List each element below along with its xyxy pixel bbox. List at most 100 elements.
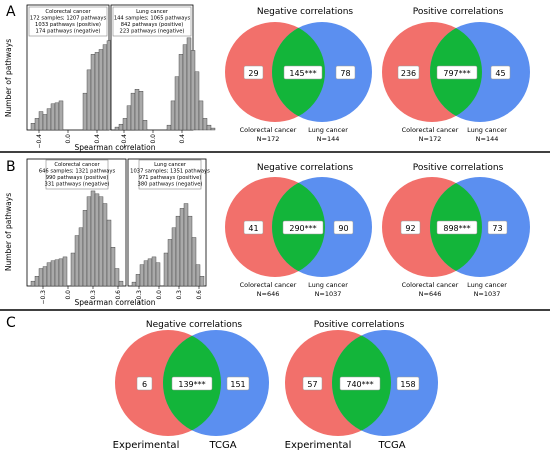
venn-overlap xyxy=(163,330,221,436)
histogram-bar xyxy=(151,256,157,287)
venn-left-value: 92 xyxy=(405,224,415,233)
venn-right-label: TCGA xyxy=(208,440,236,451)
histogram-bar xyxy=(98,196,104,287)
histogram-bar xyxy=(118,123,124,131)
venn-left-label: Colorectal cancer xyxy=(240,281,297,289)
tick-label: 0.0 xyxy=(65,134,72,144)
venn-c-positive: Positive correlations 57 740*** 158 Expe… xyxy=(285,320,438,451)
histogram-bar xyxy=(86,69,92,131)
info-box xyxy=(28,6,108,37)
histogram-colorectal-b: Colorectal cancer 646 samples; 1321 path… xyxy=(26,158,127,305)
histogram-bar xyxy=(78,227,84,287)
venn-b-negative: Negative correlations 41 290*** 90 Color… xyxy=(225,163,372,298)
histogram-bar xyxy=(155,262,161,287)
histogram-bar xyxy=(191,237,197,287)
histogram-bar xyxy=(139,264,145,287)
histogram-bar xyxy=(102,44,108,131)
venn-title: Negative correlations xyxy=(146,320,243,330)
histogram-bar xyxy=(178,54,184,131)
histogram-bar xyxy=(182,44,188,131)
venn-right-value: 151 xyxy=(230,380,245,389)
venn-right-value: 158 xyxy=(400,380,415,389)
info-line: 990 pathways (positive) xyxy=(46,175,109,181)
histogram-bar xyxy=(30,123,36,131)
tick-label: 0.0 xyxy=(150,134,157,144)
info-line: 331 pathways (negative) xyxy=(45,182,110,188)
venn-center-value: 797*** xyxy=(443,69,470,78)
venn-right-n: N=144 xyxy=(317,135,340,143)
histogram-bar xyxy=(82,210,88,287)
venn-right-n: N=144 xyxy=(476,135,499,143)
histogram-bar xyxy=(106,219,112,287)
venn-right-label: Lung cancer xyxy=(308,281,348,289)
venn-right-n: N=1037 xyxy=(474,290,501,298)
info-line: 1037 samples; 1351 pathways xyxy=(130,169,210,175)
histogram-bar xyxy=(198,100,204,131)
tick-label: 0.6 xyxy=(115,290,122,300)
info-box xyxy=(112,6,192,37)
venn-overlap xyxy=(430,22,482,122)
histogram-bar xyxy=(138,90,144,131)
venn-center-value: 898*** xyxy=(443,224,470,233)
histogram-bar xyxy=(94,193,100,287)
histogram-bar xyxy=(126,105,132,131)
y-axis-label: Number of pathways xyxy=(4,193,13,271)
venn-title: Negative correlations xyxy=(257,7,354,17)
histogram-lung-b: Lung cancer 1037 samples; 1351 pathways … xyxy=(127,158,210,305)
info-line: Lung cancer xyxy=(154,162,187,168)
venn-center-value: 290*** xyxy=(289,224,316,233)
histogram-bar xyxy=(90,190,96,287)
histogram-bar xyxy=(86,196,92,287)
histogram-bar xyxy=(195,264,201,287)
info-line: 144 samples; 1065 pathways xyxy=(114,16,191,22)
venn-overlap xyxy=(430,177,482,277)
histogram-bar xyxy=(50,103,56,131)
venn-a-negative: Negative correlations 29 145*** 78 Color… xyxy=(225,7,372,143)
histogram-bar xyxy=(186,37,192,131)
histogram-bar xyxy=(166,124,172,131)
info-line: 174 pathways (negative) xyxy=(36,29,101,35)
venn-left-value: 236 xyxy=(401,69,416,78)
info-line: Colorectal cancer xyxy=(45,9,91,15)
panel-label-b: B xyxy=(6,159,16,175)
x-axis-label: Spearman correlation xyxy=(75,143,156,152)
venn-left-value: 41 xyxy=(248,224,258,233)
histogram-bar xyxy=(94,52,100,131)
histogram-bar xyxy=(102,203,108,287)
x-axis-label: Spearman correlation xyxy=(75,298,156,307)
histogram-bar xyxy=(114,268,120,287)
venn-left-value: 57 xyxy=(307,380,317,389)
histogram-bar xyxy=(194,71,200,131)
histogram-bar xyxy=(179,208,185,287)
tick-label: 0.4 xyxy=(94,134,101,144)
histogram-bar xyxy=(58,258,64,287)
histogram-bar xyxy=(106,40,112,131)
histogram-bar xyxy=(82,92,88,131)
histogram-bars xyxy=(114,37,216,131)
venn-title: Positive correlations xyxy=(413,163,504,173)
venn-a-positive: Positive correlations 236 797*** 45 Colo… xyxy=(382,7,530,143)
histogram-bar xyxy=(50,260,56,287)
histogram-bar xyxy=(42,114,48,131)
info-line: 380 pathways (negative) xyxy=(138,182,203,188)
histogram-bar xyxy=(30,280,36,287)
histogram-bar xyxy=(163,252,169,287)
histogram-bars xyxy=(30,190,124,287)
info-box xyxy=(138,159,202,190)
histogram-bar xyxy=(98,49,104,131)
venn-b-positive: Positive correlations 92 898*** 73 Color… xyxy=(382,163,530,298)
venn-center-value: 145*** xyxy=(289,69,316,78)
venn-overlap xyxy=(332,330,391,436)
histogram-bar xyxy=(134,89,140,131)
histogram-bar xyxy=(58,100,64,131)
venn-left-label: Experimental xyxy=(113,440,180,451)
info-line: 646 samples; 1321 pathways xyxy=(39,169,116,175)
info-line: 842 pathways (positive) xyxy=(121,22,184,28)
histogram-bar xyxy=(34,276,40,287)
venn-c-negative: Negative correlations 6 139*** 151 Exper… xyxy=(113,320,269,451)
info-line: 971 pathways (positive) xyxy=(139,175,202,181)
venn-left-n: N=172 xyxy=(257,135,280,143)
histogram-bar xyxy=(199,276,205,287)
tick-label: −0.4 xyxy=(36,134,43,149)
